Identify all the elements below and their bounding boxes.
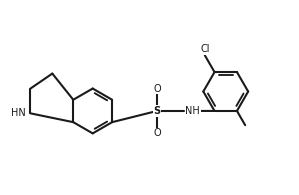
- Text: HN: HN: [11, 108, 26, 118]
- Text: Cl: Cl: [200, 44, 210, 54]
- Text: S: S: [153, 106, 161, 116]
- Text: O: O: [153, 128, 161, 138]
- Text: O: O: [153, 83, 161, 94]
- Text: NH: NH: [185, 106, 200, 116]
